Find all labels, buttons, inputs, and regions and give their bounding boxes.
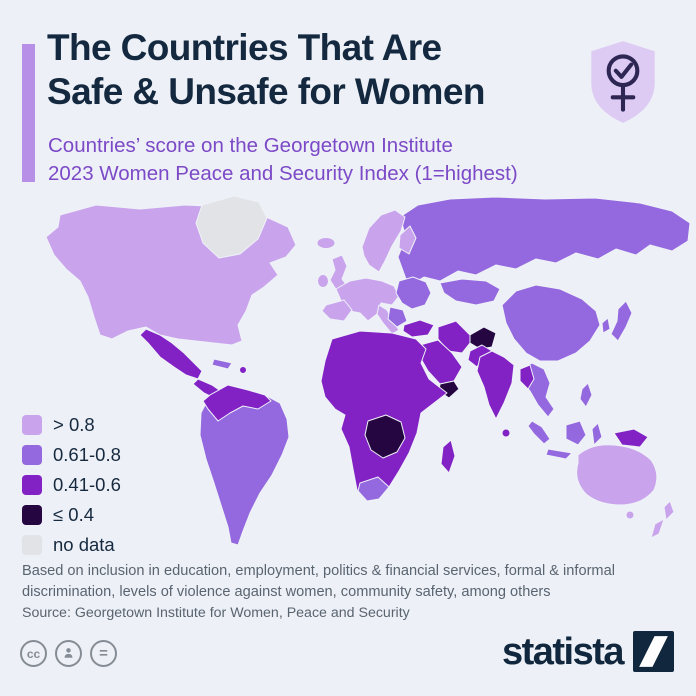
statista-logo[interactable]: statista: [502, 631, 674, 672]
world-choropleth-map: [45, 195, 691, 546]
region-new-zealand-south: [650, 518, 665, 539]
region-myanmar: [519, 364, 535, 390]
shield-female-check-icon: [591, 41, 655, 123]
legend-label: ≤ 0.4: [53, 503, 95, 525]
page-title-line1: The Countries That Are: [47, 27, 442, 68]
map-legend: > 0.8 0.61-0.8 0.41-0.6 ≤ 0.4 no data: [22, 414, 121, 564]
page-subtitle-line1: Countries’ score on the Georgetown Insti…: [48, 134, 453, 157]
region-philippines: [579, 382, 593, 408]
region-java: [545, 448, 573, 460]
region-greenland: [195, 195, 268, 259]
region-afghanistan: [469, 326, 497, 350]
attribution-person-icon[interactable]: [55, 640, 82, 667]
legend-swatch: [22, 534, 42, 555]
region-ireland: [317, 274, 329, 288]
region-scandinavia: [361, 209, 406, 273]
page-title-line2: Safe & Unsafe for Women: [47, 71, 485, 113]
region-madagascar: [440, 439, 456, 474]
page-subtitle: Countries’ score on the Georgetown Insti…: [48, 132, 518, 188]
cc-license: cc =: [20, 640, 117, 667]
region-iceland: [316, 237, 336, 249]
legend-swatch: [22, 414, 42, 435]
region-india: [476, 350, 515, 420]
region-iberia: [321, 299, 353, 322]
region-hispaniola: [239, 366, 247, 374]
equals-icon[interactable]: =: [90, 640, 117, 667]
legend-swatch: [22, 474, 42, 495]
statista-wordmark: statista: [501, 631, 625, 673]
legend-swatch: [22, 504, 42, 525]
legend-item: 0.61-0.8: [22, 444, 121, 465]
title-accent-bar: [22, 44, 35, 182]
region-borneo: [565, 420, 587, 446]
cc-icon[interactable]: cc: [20, 640, 47, 667]
region-sri-lanka: [501, 428, 511, 438]
legend-swatch: [22, 444, 42, 465]
region-sulawesi: [591, 422, 603, 446]
region-korea: [601, 317, 611, 334]
region-sumatra: [527, 420, 551, 445]
region-balkans: [387, 306, 408, 328]
methodology-note-line1: Based on inclusion in education, employm…: [22, 563, 615, 579]
legend-item: ≤ 0.4: [22, 504, 121, 525]
region-japan: [610, 300, 633, 342]
region-cuba: [211, 358, 233, 370]
legend-item: no data: [22, 534, 121, 555]
source-line: Source: Georgetown Institute for Women, …: [22, 605, 410, 621]
region-new-zealand-north: [663, 500, 675, 521]
statista-slash-icon: [633, 631, 674, 672]
region-finland: [398, 225, 417, 255]
region-eastern-europe: [395, 276, 432, 310]
region-tasmania: [625, 510, 635, 520]
legend-item: 0.41-0.6: [22, 474, 121, 495]
region-central-asia: [439, 278, 501, 306]
region-south-america: [199, 384, 290, 546]
legend-label: no data: [53, 533, 115, 555]
region-china: [501, 284, 601, 362]
legend-label: 0.41-0.6: [53, 473, 121, 495]
female-symbol-with-check: [606, 54, 640, 112]
region-russia: [397, 196, 691, 284]
page-title: The Countries That Are Safe & Unsafe for…: [47, 26, 485, 115]
shield-shape: [591, 41, 655, 123]
methodology-note-line2: discrimination, levels of violence again…: [22, 583, 551, 600]
legend-label: 0.61-0.8: [53, 443, 121, 465]
region-turkey: [402, 319, 435, 338]
legend-item: > 0.8: [22, 414, 121, 435]
region-new-guinea: [613, 428, 649, 448]
region-australia: [576, 444, 658, 506]
region-colombia-venezuela: [202, 384, 272, 422]
legend-label: > 0.8: [53, 413, 95, 435]
region-central-africa: [364, 414, 406, 459]
methodology-note: Based on inclusion in education, employm…: [22, 561, 670, 602]
region-south-africa: [357, 476, 390, 502]
person-glyph: [64, 648, 73, 658]
page-subtitle-line2: 2023 Women Peace and Security Index (1=h…: [48, 161, 518, 185]
